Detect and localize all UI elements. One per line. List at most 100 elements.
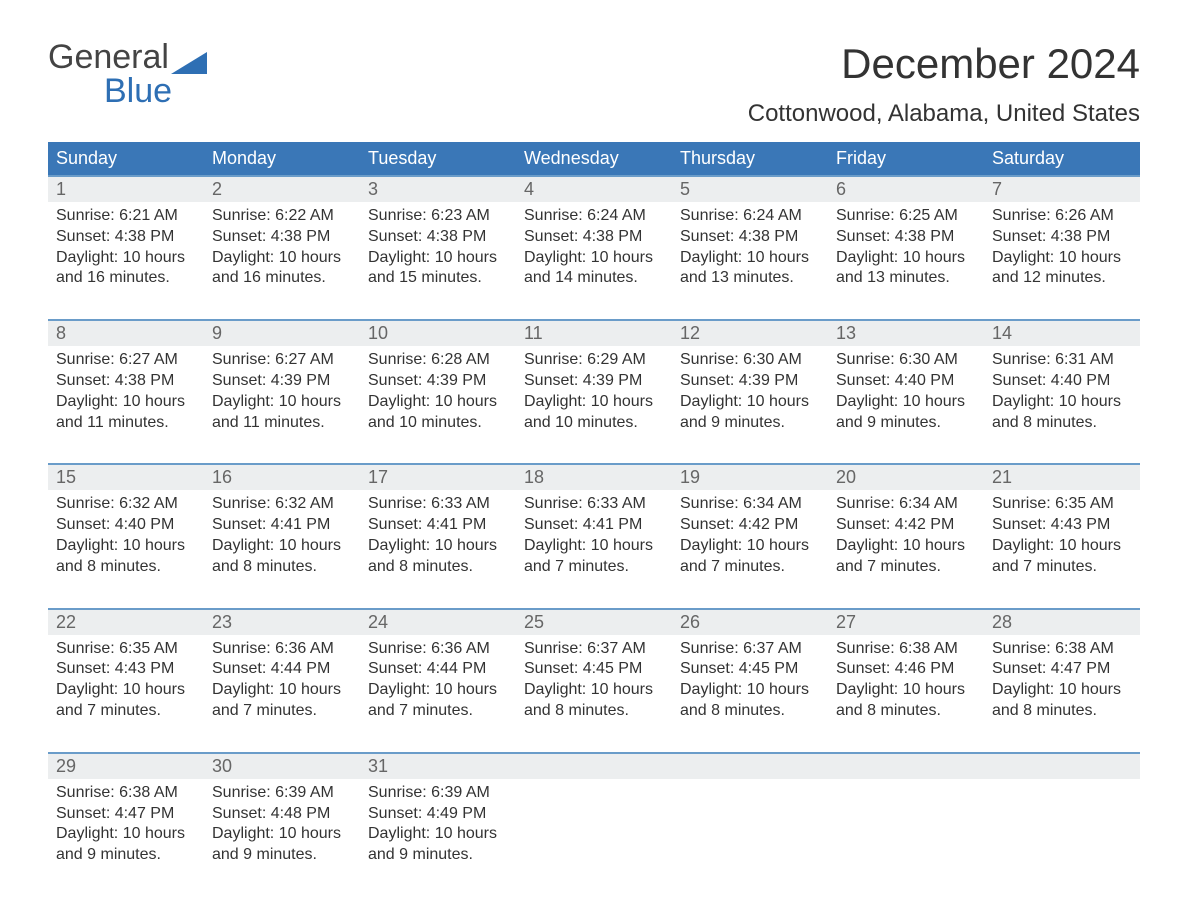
sunrise-text: Sunrise: 6:27 AM [56,350,196,371]
sunrise-text: Sunrise: 6:30 AM [680,350,820,371]
day-cell: Sunrise: 6:21 AMSunset: 4:38 PMDaylight:… [48,202,204,295]
sunrise-text: Sunrise: 6:38 AM [56,783,196,804]
daylight-text-line1: Daylight: 10 hours [836,392,976,413]
sunset-text: Sunset: 4:47 PM [992,659,1132,680]
sunrise-text: Sunrise: 6:32 AM [212,494,352,515]
sunset-text: Sunset: 4:40 PM [992,371,1132,392]
day-cell: Sunrise: 6:35 AMSunset: 4:43 PMDaylight:… [48,635,204,728]
day-cell: Sunrise: 6:27 AMSunset: 4:38 PMDaylight:… [48,346,204,439]
sunrise-text: Sunrise: 6:32 AM [56,494,196,515]
day-body-row: Sunrise: 6:27 AMSunset: 4:38 PM Daylight:… [48,346,1140,439]
daylight-text-line1: Daylight: 10 hours [524,536,664,557]
day-cell: Sunrise: 6:33 AMSunset: 4:41 PMDaylight:… [516,490,672,583]
day-number-row: 891011121314 [48,321,1140,346]
day-cell: Sunrise: 6:26 AMSunset: 4:38 PMDaylight:… [984,202,1140,295]
sunset-text: Sunset: 4:47 PM [56,804,196,825]
weekday-header: Thursday [672,142,828,175]
daylight-text-line2: and 14 minutes. [524,268,664,289]
sunrise-text: Sunrise: 6:39 AM [212,783,352,804]
daylight-text-line1: Daylight: 10 hours [212,824,352,845]
daylight-text-line1: Daylight: 10 hours [680,248,820,269]
sunrise-text: Sunrise: 6:22 AM [212,206,352,227]
daylight-text-line1: Daylight: 10 hours [368,248,508,269]
daylight-text-line1: Daylight: 10 hours [368,824,508,845]
day-cell: Sunrise: 6:34 AMSunset: 4:42 PMDaylight:… [672,490,828,583]
sunrise-text: Sunrise: 6:35 AM [56,639,196,660]
day-cell: Sunrise: 6:28 AMSunset: 4:39 PMDaylight:… [360,346,516,439]
daylight-text-line2: and 8 minutes. [992,413,1132,434]
sunset-text: Sunset: 4:41 PM [212,515,352,536]
day-body-row: Sunrise: 6:35 AMSunset: 4:43 PMDaylight:… [48,635,1140,728]
logo: General Blue [48,40,207,108]
sunrise-text: Sunrise: 6:21 AM [56,206,196,227]
sunset-text: Sunset: 4:49 PM [368,804,508,825]
daylight-text-line1: Daylight: 10 hours [836,680,976,701]
day-number: 21 [984,465,1140,490]
sunrise-text: Sunrise: 6:35 AM [992,494,1132,515]
title-block: December 2024 Cottonwood, Alabama, Unite… [748,40,1140,128]
day-cell [672,779,828,872]
day-number: 6 [828,177,984,202]
day-cell: Sunrise: 6:29 AMSunset: 4:39 PMDaylight:… [516,346,672,439]
sunrise-text: Sunrise: 6:33 AM [524,494,664,515]
sunrise-text: Sunrise: 6:25 AM [836,206,976,227]
weekday-header: Tuesday [360,142,516,175]
daylight-text-line1: Daylight: 10 hours [212,392,352,413]
daylight-text-line1: Daylight: 10 hours [992,392,1132,413]
day-number: 24 [360,610,516,635]
day-cell: Sunrise: 6:27 AMSunset: 4:39 PMDaylight:… [204,346,360,439]
day-number [672,754,828,779]
daylight-text-line1: Daylight: 10 hours [212,680,352,701]
day-number: 22 [48,610,204,635]
sunrise-text: Sunrise: 6:29 AM [524,350,664,371]
daylight-text-line1: Daylight: 10 hours [368,536,508,557]
sunset-text: Sunset: 4:39 PM [368,371,508,392]
daylight-text-line1: Daylight: 10 hours [524,248,664,269]
sunrise-text: Sunrise: 6:24 AM [524,206,664,227]
day-number: 16 [204,465,360,490]
daylight-text-line1: Daylight: 10 hours [56,536,196,557]
day-cell: Sunrise: 6:37 AMSunset: 4:45 PMDaylight:… [672,635,828,728]
day-number [828,754,984,779]
day-number: 28 [984,610,1140,635]
day-cell [984,779,1140,872]
daylight-text-line1: Daylight: 10 hours [992,536,1132,557]
day-cell: Sunrise: 6:30 AMSunset: 4:40 PMDaylight:… [828,346,984,439]
daylight-text-line1: Daylight: 10 hours [56,680,196,701]
day-number: 27 [828,610,984,635]
sunset-text: Sunset: 4:39 PM [212,371,352,392]
sunset-text: Sunset: 4:41 PM [524,515,664,536]
daylight-text-line2: and 8 minutes. [524,701,664,722]
daylight-text-line1: Daylight: 10 hours [836,248,976,269]
day-cell: Sunrise: 6:24 AMSunset: 4:38 PMDaylight:… [672,202,828,295]
sunset-text: Sunset: 4:38 PM [56,371,196,392]
sunrise-text: Sunrise: 6:38 AM [992,639,1132,660]
day-number: 13 [828,321,984,346]
day-number: 23 [204,610,360,635]
sunrise-text: Sunrise: 6:36 AM [212,639,352,660]
daylight-text-line1: Daylight: 10 hours [56,824,196,845]
sunrise-text: Sunrise: 6:37 AM [524,639,664,660]
day-cell: Sunrise: 6:30 AMSunset: 4:39 PMDaylight:… [672,346,828,439]
day-number: 1 [48,177,204,202]
month-title: December 2024 [748,40,1140,88]
daylight-text-line2: and 7 minutes. [524,557,664,578]
day-number: 8 [48,321,204,346]
header: General Blue December 2024 Cottonwood, A… [48,40,1140,128]
sunrise-text: Sunrise: 6:23 AM [368,206,508,227]
day-number-row: 15161718192021 [48,465,1140,490]
day-number: 10 [360,321,516,346]
sunset-text: Sunset: 4:42 PM [836,515,976,536]
sunrise-text: Sunrise: 6:36 AM [368,639,508,660]
daylight-text-line1: Daylight: 10 hours [992,248,1132,269]
weekday-header: Saturday [984,142,1140,175]
daylight-text-line1: Daylight: 10 hours [368,392,508,413]
sunset-text: Sunset: 4:38 PM [680,227,820,248]
daylight-text-line1: Daylight: 10 hours [680,680,820,701]
sunset-text: Sunset: 4:40 PM [56,515,196,536]
day-number: 12 [672,321,828,346]
day-cell: Sunrise: 6:35 AMSunset: 4:43 PMDaylight:… [984,490,1140,583]
logo-swoosh-icon [171,52,207,74]
day-number: 18 [516,465,672,490]
day-number: 15 [48,465,204,490]
